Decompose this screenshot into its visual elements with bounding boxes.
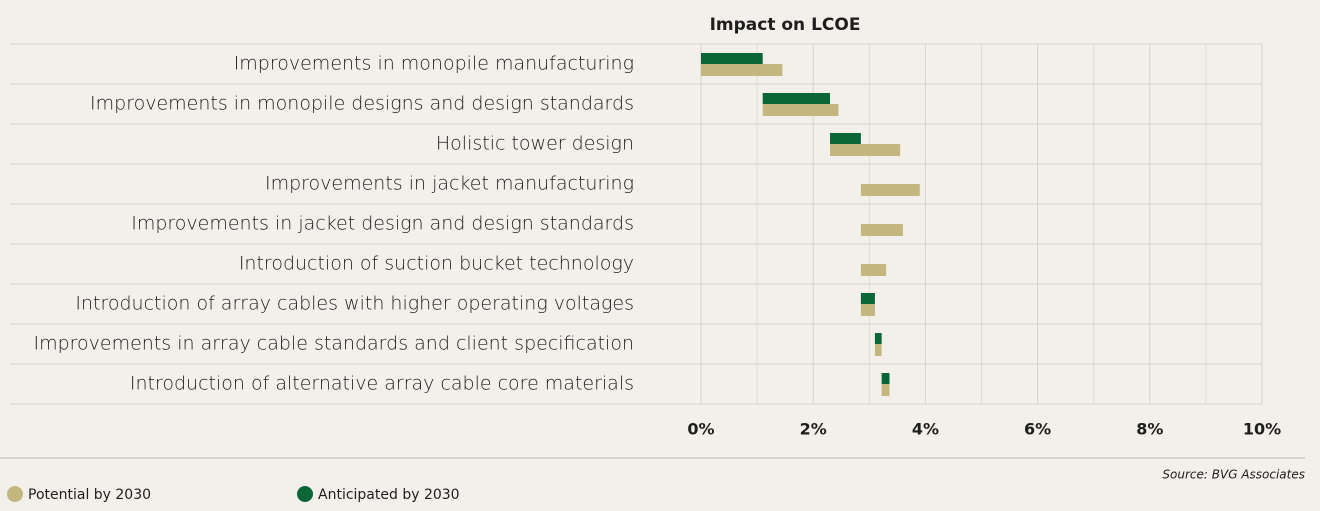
x-tick-label: 8% bbox=[1136, 420, 1163, 439]
bar bbox=[881, 373, 890, 384]
category-label: Improvements in monopile designs and des… bbox=[90, 93, 634, 115]
bar bbox=[860, 304, 875, 316]
bar bbox=[860, 264, 887, 276]
category-label: Improvements in jacket manufacturing bbox=[265, 173, 634, 195]
bar bbox=[860, 293, 875, 304]
bar bbox=[762, 93, 831, 104]
legend-label: Potential by 2030 bbox=[28, 487, 151, 503]
x-tick-label: 6% bbox=[1024, 420, 1051, 439]
x-tick-label: 2% bbox=[800, 420, 827, 439]
bar bbox=[830, 144, 901, 156]
category-label: Improvements in monopile manufacturing bbox=[234, 53, 634, 75]
category-label: Holistic tower design bbox=[436, 133, 634, 155]
category-label: Improvements in array cable standards an… bbox=[33, 333, 634, 355]
category-label: Introduction of alternative array cable … bbox=[130, 373, 634, 395]
bar bbox=[701, 53, 763, 64]
category-label: Improvements in jacket design and design… bbox=[131, 213, 634, 235]
source: Source: BVG Associates bbox=[1162, 468, 1305, 482]
bar bbox=[860, 224, 903, 236]
legend-swatch bbox=[7, 486, 23, 502]
category-label: Introduction of array cables with higher… bbox=[75, 293, 634, 315]
category-label: Introduction of suction bucket technolog… bbox=[239, 253, 634, 275]
x-tick-label: 4% bbox=[912, 420, 939, 439]
x-tick-label: 0% bbox=[687, 420, 714, 439]
bar bbox=[860, 184, 920, 196]
legend-swatch bbox=[297, 486, 313, 502]
bar bbox=[830, 133, 861, 144]
bar bbox=[881, 384, 890, 396]
legend-label: Anticipated by 2030 bbox=[318, 487, 460, 503]
bar bbox=[874, 344, 882, 356]
bar bbox=[874, 333, 882, 344]
chart-title: Impact on LCOE bbox=[710, 15, 861, 35]
bar bbox=[701, 64, 783, 76]
x-tick-label: 10% bbox=[1243, 420, 1281, 439]
bar bbox=[762, 104, 839, 116]
